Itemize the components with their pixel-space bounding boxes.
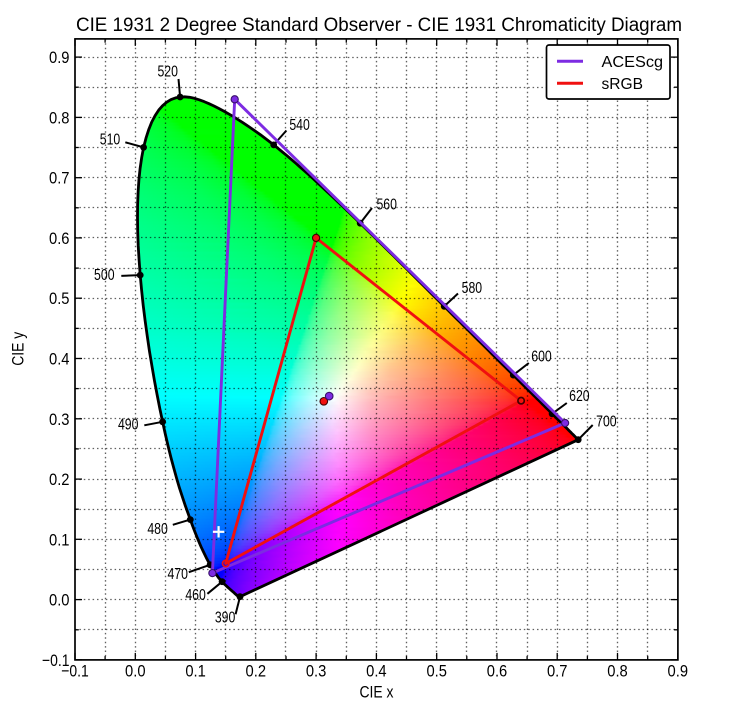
svg-text:CIE x: CIE x bbox=[360, 683, 394, 702]
svg-text:0.1: 0.1 bbox=[185, 662, 206, 681]
svg-text:0.5: 0.5 bbox=[426, 662, 447, 681]
svg-text:CIE y: CIE y bbox=[9, 331, 28, 365]
svg-text:700: 700 bbox=[596, 413, 617, 430]
svg-text:540: 540 bbox=[289, 117, 310, 134]
svg-text:600: 600 bbox=[531, 349, 552, 366]
svg-text:0.8: 0.8 bbox=[607, 662, 628, 681]
svg-text:0.7: 0.7 bbox=[547, 662, 568, 681]
svg-text:ACEScg: ACEScg bbox=[602, 54, 664, 71]
svg-text:0.3: 0.3 bbox=[49, 410, 70, 429]
svg-text:0.5: 0.5 bbox=[49, 289, 70, 308]
svg-text:0.6: 0.6 bbox=[487, 662, 508, 681]
svg-text:480: 480 bbox=[147, 521, 168, 538]
svg-text:490: 490 bbox=[118, 417, 139, 434]
svg-text:470: 470 bbox=[167, 566, 188, 583]
svg-text:sRGB: sRGB bbox=[602, 76, 644, 93]
svg-text:CIE 1931 2 Degree Standard Obs: CIE 1931 2 Degree Standard Observer - CI… bbox=[76, 15, 682, 36]
svg-text:500: 500 bbox=[94, 267, 115, 284]
svg-text:0.4: 0.4 bbox=[366, 662, 387, 681]
svg-text:0.4: 0.4 bbox=[49, 350, 70, 369]
svg-text:0.8: 0.8 bbox=[49, 108, 70, 127]
svg-text:0.0: 0.0 bbox=[125, 662, 146, 681]
svg-text:620: 620 bbox=[569, 388, 590, 405]
svg-text:−0.1: −0.1 bbox=[61, 662, 89, 681]
svg-text:510: 510 bbox=[100, 131, 121, 148]
svg-text:0.1: 0.1 bbox=[49, 530, 70, 549]
svg-text:0.9: 0.9 bbox=[49, 48, 70, 67]
svg-text:0.7: 0.7 bbox=[49, 169, 70, 188]
svg-text:580: 580 bbox=[462, 280, 483, 297]
svg-text:520: 520 bbox=[157, 64, 178, 81]
svg-text:560: 560 bbox=[376, 197, 397, 214]
svg-text:0.2: 0.2 bbox=[49, 470, 70, 489]
svg-text:0.2: 0.2 bbox=[246, 662, 267, 681]
svg-text:−0.1: −0.1 bbox=[42, 651, 70, 670]
svg-text:0.9: 0.9 bbox=[668, 662, 689, 681]
svg-text:460: 460 bbox=[185, 587, 206, 604]
svg-text:0.6: 0.6 bbox=[49, 229, 70, 248]
svg-text:0.3: 0.3 bbox=[306, 662, 327, 681]
svg-text:0.0: 0.0 bbox=[49, 591, 70, 610]
svg-text:390: 390 bbox=[215, 610, 236, 627]
